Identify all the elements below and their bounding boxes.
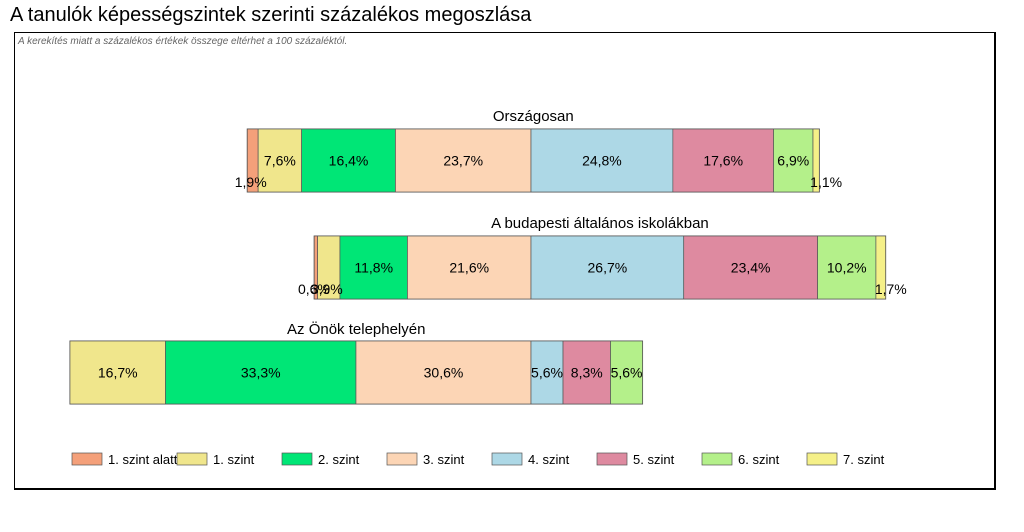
bar-segment-2-7 (817, 235, 877, 300)
bar-segment-2-4 (407, 235, 532, 300)
group-title-3: Az Önök telephelyén (287, 320, 425, 338)
rounding-note: A kerekítés miatt a százalékos értékek ö… (18, 36, 348, 47)
data-label-3-4: 30,6% (424, 365, 464, 381)
data-label-3-6: 8,3% (571, 365, 603, 381)
bar-segment-1-6 (672, 128, 774, 193)
legend-swatch-3 (281, 452, 313, 466)
bar-segment-3-3 (165, 340, 357, 405)
legend-label-3: 2. szint (318, 452, 360, 467)
data-label-1-6: 17,6% (703, 153, 743, 169)
bar-segment-3-2 (69, 340, 166, 405)
legend-swatch-4 (386, 452, 418, 466)
legend-swatch-7 (701, 452, 733, 466)
data-label-3-2: 16,7% (98, 365, 138, 381)
data-label-3-3: 33,3% (241, 365, 281, 381)
bar-segment-2-3 (339, 235, 408, 300)
legend-label-7: 6. szint (738, 452, 780, 467)
legend-swatch-2 (176, 452, 208, 466)
data-label-2-7: 10,2% (827, 260, 867, 276)
data-label-3-5: 5,6% (531, 365, 563, 381)
legend-swatch-6 (596, 452, 628, 466)
bar-segment-1-4 (395, 128, 532, 193)
bar-segment-1-8 (812, 128, 820, 193)
legend-label-8: 7. szint (843, 452, 885, 467)
data-label-1-1: 1,9% (235, 174, 267, 190)
data-label-2-1: 0,6% (298, 281, 330, 297)
data-label-2-4: 21,6% (449, 260, 489, 276)
bar-segment-3-6 (562, 340, 611, 405)
data-label-1-3: 16,4% (329, 153, 369, 169)
bar-segment-2-6 (683, 235, 818, 300)
legend-swatch-1 (71, 452, 103, 466)
group-title-1: Országosan (493, 108, 574, 125)
bar-segment-1-3 (301, 128, 396, 193)
legend-label-4: 3. szint (423, 452, 465, 467)
bar-segment-2-5 (530, 235, 685, 300)
bar-segment-1-7 (773, 128, 814, 193)
data-label-2-2: 3,9% (311, 281, 343, 297)
legend-label-2: 1. szint (213, 452, 255, 467)
data-label-1-8: 1,1% (810, 174, 842, 190)
bar-segment-3-4 (355, 340, 532, 405)
chart-title: A tanulók képességszintek szerinti száza… (10, 4, 532, 26)
legend-swatch-5 (491, 452, 523, 466)
bar-segment-3-5 (530, 340, 564, 405)
legend-label-5: 4. szint (528, 452, 570, 467)
legend-label-6: 5. szint (633, 452, 675, 467)
data-label-2-3: 11,8% (354, 260, 393, 276)
data-label-1-7: 6,9% (777, 153, 809, 169)
legend-swatch-8 (806, 452, 838, 466)
chart-frame (14, 32, 996, 490)
data-label-2-6: 23,4% (731, 260, 771, 276)
data-label-3-7: 5,6% (611, 365, 643, 381)
bar-segment-2-8 (875, 235, 886, 300)
group-title-2: A budapesti általános iskolákban (491, 215, 709, 232)
data-label-1-4: 23,7% (443, 153, 483, 169)
data-label-2-5: 26,7% (588, 260, 628, 276)
data-label-1-5: 24,8% (582, 153, 622, 169)
bar-segment-3-7 (610, 340, 643, 405)
legend-label-1: 1. szint alatti (108, 452, 180, 467)
bar-segment-1-2 (257, 128, 302, 193)
data-label-1-2: 7,6% (264, 153, 296, 169)
data-label-2-8: 1,7% (875, 281, 907, 297)
